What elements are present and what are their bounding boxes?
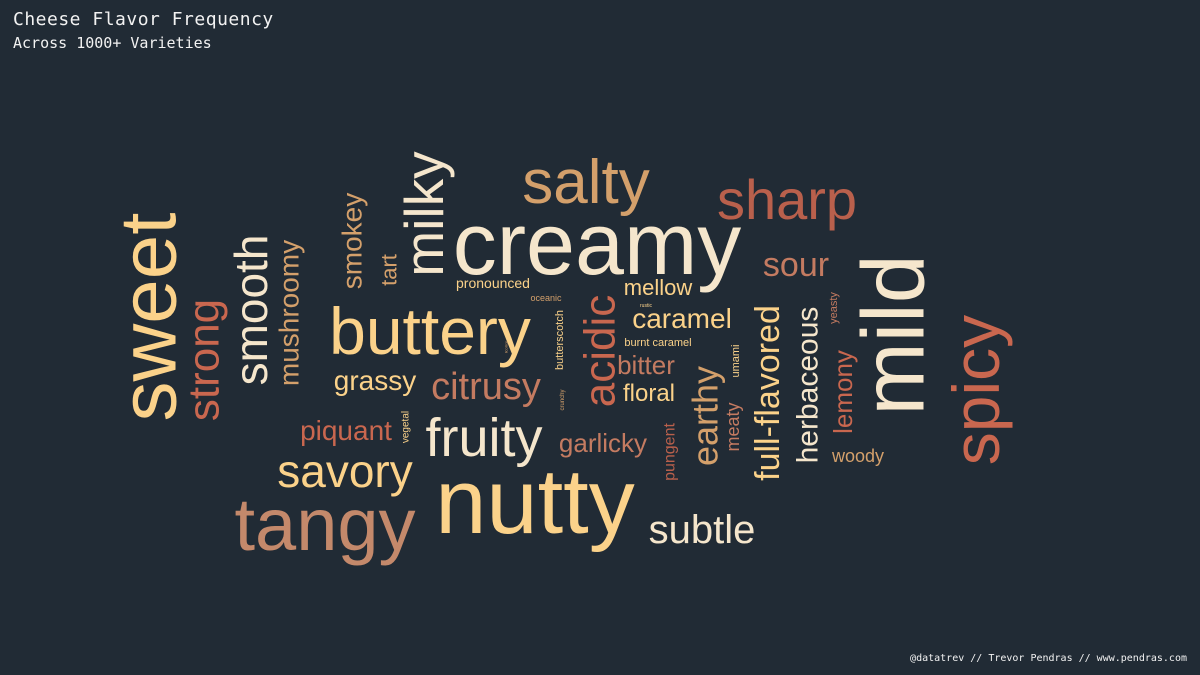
word-rustic: rustic bbox=[640, 303, 652, 309]
word-buttery: buttery bbox=[329, 294, 531, 368]
word-bitter: bitter bbox=[617, 350, 675, 380]
word-burnt-caramel: burnt caramel bbox=[624, 337, 691, 349]
word-sweet: sweet bbox=[104, 213, 193, 422]
word-savory: savory bbox=[277, 445, 412, 497]
word-strong: strong bbox=[180, 299, 229, 421]
word-floral: floral bbox=[623, 380, 675, 407]
word-mild: mild bbox=[844, 254, 943, 415]
word-full-flavored: full-flavored bbox=[749, 305, 787, 481]
word-woody: woody bbox=[831, 446, 884, 466]
chart-title: Cheese Flavor Frequency bbox=[13, 9, 274, 30]
word-caramel: caramel bbox=[632, 303, 732, 334]
word-pronounced: pronounced bbox=[456, 275, 530, 291]
word-crunchy: crunchy bbox=[560, 389, 566, 410]
credit-line: @datatrev // Trevor Pendras // www.pendr… bbox=[910, 653, 1187, 664]
word-spicy: spicy bbox=[939, 315, 1013, 465]
word-meaty: meaty bbox=[723, 402, 743, 451]
word-mellow: mellow bbox=[624, 275, 693, 300]
word-sharp: sharp bbox=[717, 168, 857, 231]
word-acidic: acidic bbox=[576, 295, 625, 408]
word-salty: salty bbox=[522, 148, 649, 217]
word-garlicky: garlicky bbox=[559, 428, 647, 458]
word-licorice: licorice bbox=[504, 340, 509, 353]
word-yeasty: yeasty bbox=[828, 292, 840, 324]
word-oceanic: oceanic bbox=[530, 293, 562, 303]
word-grassy: grassy bbox=[334, 365, 416, 396]
word-lemony: lemony bbox=[828, 350, 858, 434]
word-smooth: smooth bbox=[225, 235, 277, 386]
chart-subtitle: Across 1000+ Varieties bbox=[13, 34, 212, 52]
word-subtle: subtle bbox=[649, 508, 756, 552]
word-smokey: smokey bbox=[337, 193, 368, 289]
word-tangy: tangy bbox=[234, 483, 415, 566]
word-pungent: pungent bbox=[662, 423, 679, 481]
word-milky: milky bbox=[393, 151, 455, 277]
word-earthy: earthy bbox=[685, 366, 726, 466]
word-fruity: fruity bbox=[425, 408, 542, 468]
word-herbaceous: herbaceous bbox=[792, 307, 825, 464]
word-umami: umami bbox=[730, 344, 742, 377]
word-sour: sour bbox=[763, 246, 829, 284]
word-citrusy: citrusy bbox=[431, 366, 541, 408]
word-piquant: piquant bbox=[300, 415, 392, 446]
word-butterscotch: butterscotch bbox=[554, 310, 566, 370]
word-tart: tart bbox=[377, 254, 402, 286]
word-creamy: creamy bbox=[453, 194, 742, 293]
word-mushroomy: mushroomy bbox=[274, 240, 305, 386]
word-vegetal: vegetal bbox=[401, 411, 412, 443]
word-nutty: nutty bbox=[435, 451, 634, 553]
